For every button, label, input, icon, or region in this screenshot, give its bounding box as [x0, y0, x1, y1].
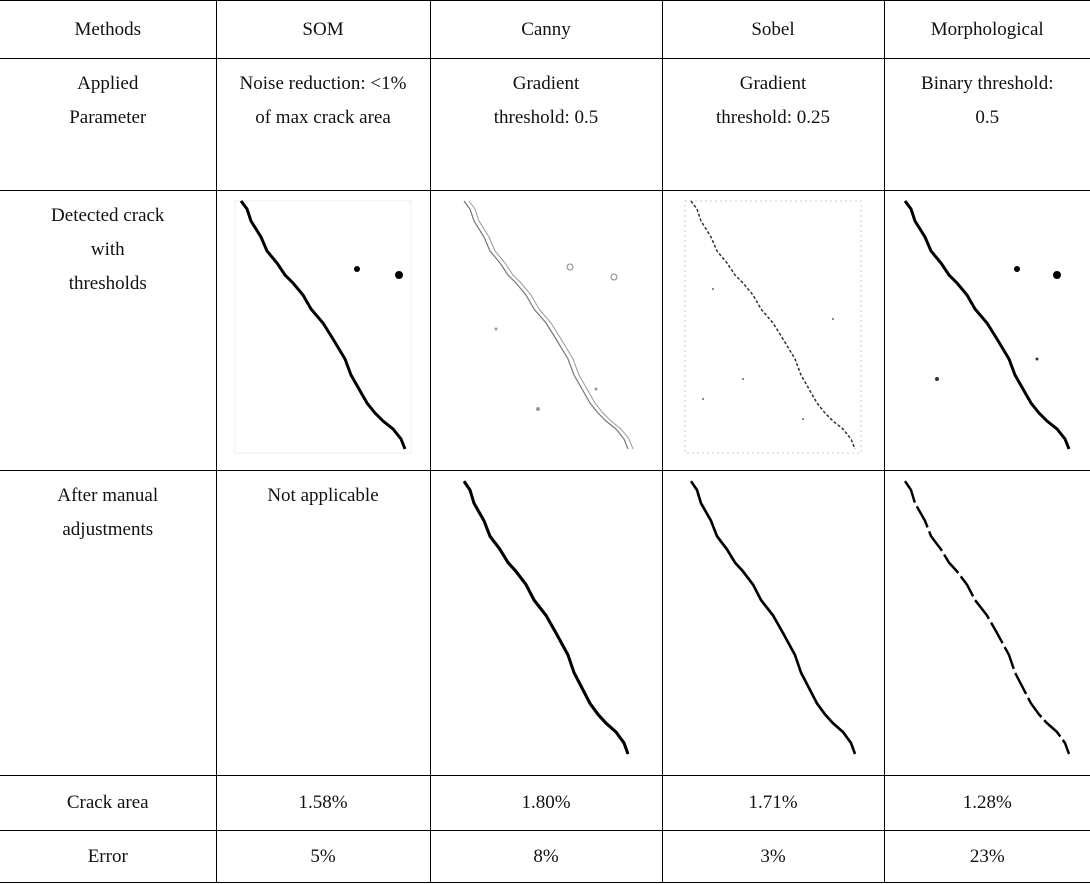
cell: Noise reduction: <1%of max crack area: [216, 59, 430, 191]
crack-image: [233, 199, 413, 455]
cell: Not applicable: [216, 471, 430, 776]
cell: 1.80%: [430, 776, 662, 831]
text: Gradient: [667, 67, 880, 101]
cell: 8%: [430, 831, 662, 883]
header-cell: Canny: [430, 1, 662, 59]
header-cell: Sobel: [662, 1, 884, 59]
comparison-table: Methods SOM Canny Sobel Morphological Ap…: [0, 0, 1090, 883]
cell: [884, 191, 1090, 471]
cell: [430, 191, 662, 471]
text: Applied: [4, 67, 212, 101]
cell: Error: [0, 831, 216, 883]
text: After manual: [4, 479, 212, 513]
cell: 23%: [884, 831, 1090, 883]
cell: 1.71%: [662, 776, 884, 831]
cell: 1.58%: [216, 776, 430, 831]
text: thresholds: [4, 267, 212, 301]
cell: 5%: [216, 831, 430, 883]
cell: [430, 471, 662, 776]
text: 0.5: [889, 101, 1087, 135]
text: Not applicable: [221, 479, 426, 513]
text: threshold: 0.25: [667, 101, 880, 135]
text: Detected crack: [4, 199, 212, 233]
text: adjustments: [4, 513, 212, 547]
text: Binary threshold:: [889, 67, 1087, 101]
cell: [884, 471, 1090, 776]
crack-image: [683, 479, 863, 759]
crack-image: [456, 199, 636, 455]
header-row: Methods SOM Canny Sobel Morphological: [0, 1, 1090, 59]
text: with: [4, 233, 212, 267]
row: Error 5% 8% 3% 23%: [0, 831, 1090, 883]
header-cell: Methods: [0, 1, 216, 59]
crack-image: [456, 479, 636, 759]
page: Methods SOM Canny Sobel Morphological Ap…: [0, 0, 1090, 884]
header-cell: Morphological: [884, 1, 1090, 59]
cell: Crack area: [0, 776, 216, 831]
text: Parameter: [4, 101, 212, 135]
row: Crack area 1.58% 1.80% 1.71% 1.28%: [0, 776, 1090, 831]
text: Gradient: [435, 67, 658, 101]
cell: Binary threshold:0.5: [884, 59, 1090, 191]
crack-image: [683, 199, 863, 455]
header-cell: SOM: [216, 1, 430, 59]
cell: 3%: [662, 831, 884, 883]
crack-image: [897, 479, 1077, 759]
text: Noise reduction: <1%: [221, 67, 426, 101]
cell: [662, 191, 884, 471]
text: threshold: 0.5: [435, 101, 658, 135]
crack-image: [897, 199, 1077, 455]
text: of max crack area: [221, 101, 426, 135]
cell: [662, 471, 884, 776]
cell: 1.28%: [884, 776, 1090, 831]
cell: [216, 191, 430, 471]
